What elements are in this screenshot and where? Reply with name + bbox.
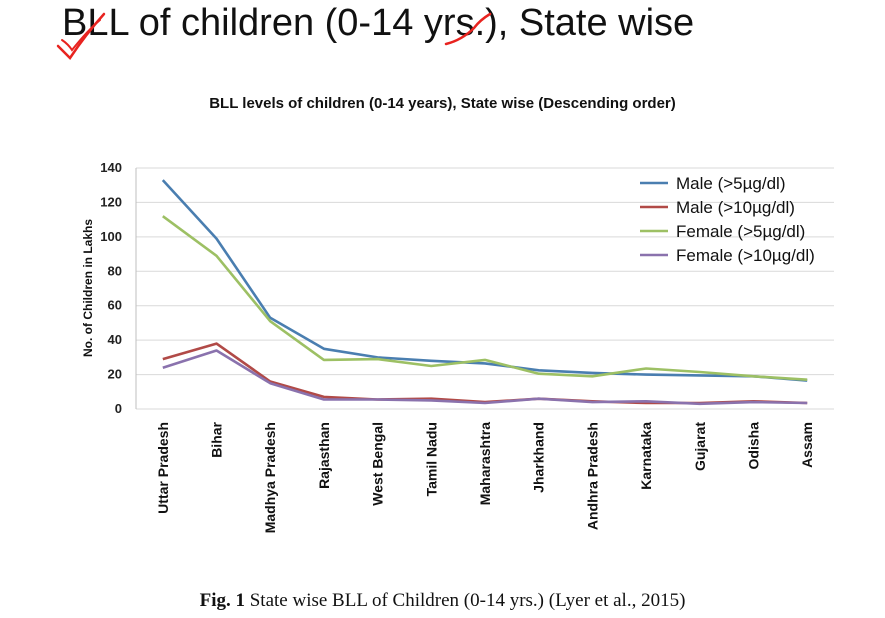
x-tick-label: Assam [799, 422, 815, 468]
x-tick-label: Uttar Pradesh [155, 422, 171, 514]
series-lines [161, 179, 808, 406]
chart-title: BLL levels of children (0-14 years), Sta… [209, 95, 676, 112]
y-axis-label: No. of Children in Lakhs [81, 219, 95, 357]
series-line-4 [162, 349, 808, 406]
slide-title: BLL of children (0-14 yrs.), State wise [62, 2, 695, 44]
x-tick-label: Karnataka [638, 422, 654, 490]
x-tick-label: Gujarat [692, 422, 708, 471]
x-tick-label: Odisha [745, 422, 761, 470]
y-tick-label: 60 [108, 298, 122, 313]
x-tick-label: Tamil Nadu [423, 422, 439, 496]
x-tick-label: Bihar [209, 421, 225, 457]
x-tick-label: Jharkhand [531, 422, 547, 493]
y-tick-label: 80 [108, 263, 122, 278]
y-tick-labels: 0 20 40 60 80 100 120 140 [100, 160, 122, 416]
y-tick-label: 0 [115, 401, 122, 416]
caption-label: Fig. 1 [199, 590, 245, 611]
figure-caption: Fig. 1 State wise BLL of Children (0-14 … [0, 590, 885, 612]
legend-entry: Male (>5µg/dl) [676, 174, 785, 193]
y-tick-label: 20 [108, 367, 122, 382]
legend-entry: Male (>10µg/dl) [676, 198, 795, 217]
legend-entry: Female (>5µg/dl) [676, 222, 805, 241]
y-tick-label: 100 [100, 229, 122, 244]
series-line-3 [162, 215, 808, 381]
series-line-1 [161, 179, 808, 382]
x-tick-label: Andhra Pradesh [584, 422, 600, 530]
x-tick-label: Rajasthan [316, 422, 332, 489]
caption-text: State wise BLL of Children (0-14 yrs.) (… [249, 590, 686, 611]
y-tick-label: 40 [108, 332, 122, 347]
x-tick-label: West Bengal [370, 422, 386, 506]
legend-entry: Female (>10µg/dl) [676, 246, 815, 265]
x-tick-label: Madhya Pradesh [262, 422, 278, 533]
y-tick-label: 120 [100, 194, 122, 209]
gridlines [135, 167, 834, 410]
y-tick-label: 140 [100, 160, 122, 175]
x-category-labels: Uttar Pradesh Bihar Madhya Pradesh Rajastha… [155, 421, 815, 533]
x-tick-label: Maharashtra [477, 422, 493, 505]
legend: Male (>5µg/dl) Male (>10µg/dl) Female (>5µ… [640, 174, 815, 265]
